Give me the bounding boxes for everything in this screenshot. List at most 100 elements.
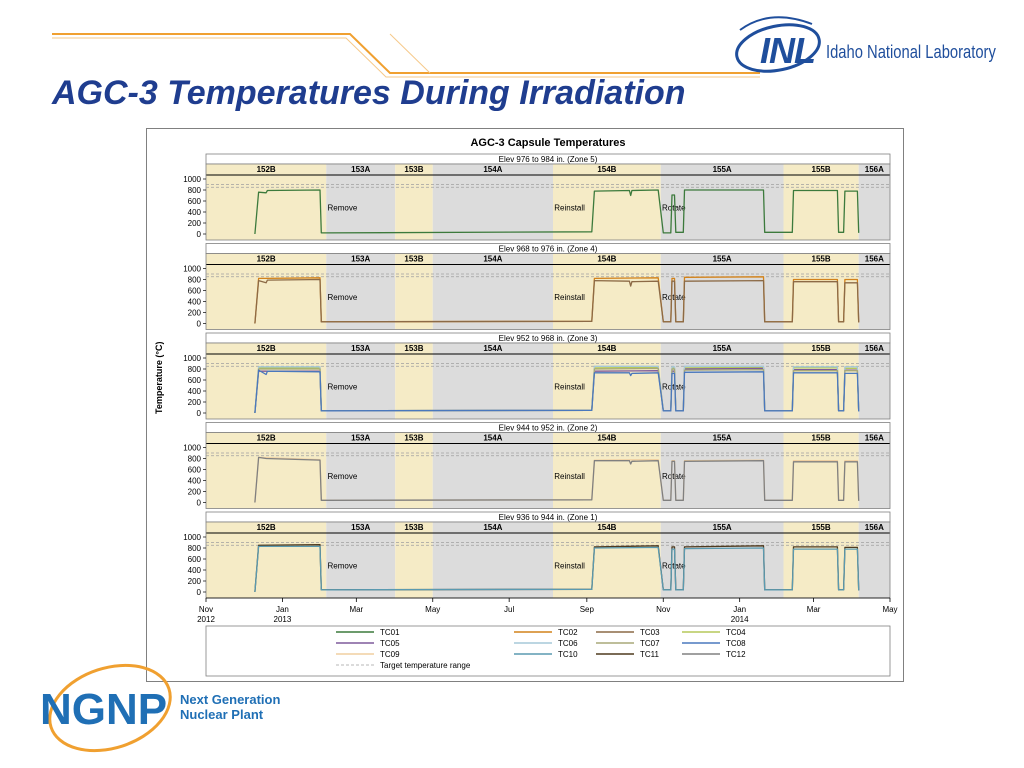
cycle-shade-156A <box>858 164 890 240</box>
annotation-rotate: Rotate <box>662 204 686 213</box>
cycle-shade-155B <box>783 343 859 419</box>
legend-label: TC05 <box>380 639 400 648</box>
x-tick-label: Nov <box>199 605 213 614</box>
cycle-shade-156A <box>858 522 890 598</box>
y-tick-label: 400 <box>188 298 202 307</box>
x-tick-label: Jul <box>504 605 514 614</box>
cycle-label-155A: 155A <box>713 344 732 353</box>
cycle-label-155A: 155A <box>713 255 732 264</box>
ngnp-logo-text: NGNP <box>40 685 167 734</box>
cycle-shade-154B <box>553 164 661 240</box>
ngnp-line-2: Nuclear Plant <box>180 707 264 722</box>
legend-label: TC04 <box>726 628 746 637</box>
series-line-tc12 <box>254 545 860 593</box>
legend-label: TC07 <box>640 639 660 648</box>
panel-zone-3: Elev 952 to 968 in. (Zone 3) 152B 153A 153B… <box>183 332 891 420</box>
annotation-reinstall: Reinstall <box>554 293 585 302</box>
cycle-label-156A: 156A <box>865 434 884 443</box>
cycle-label-154B: 154B <box>597 434 616 443</box>
annotation-remove: Remove <box>328 293 358 302</box>
legend-label: TC06 <box>558 639 578 648</box>
cycle-label-153A: 153A <box>351 523 370 532</box>
cycle-shade-153B <box>395 432 433 509</box>
chart-title: AGC-3 Capsule Temperatures <box>470 137 625 149</box>
annotation-rotate: Rotate <box>662 293 686 302</box>
y-tick-label: 600 <box>188 197 202 206</box>
x-tick-label-year: 2013 <box>274 615 292 624</box>
cycle-label-156A: 156A <box>865 344 884 353</box>
x-tick-label-year: 2012 <box>197 615 215 624</box>
annotation-reinstall: Reinstall <box>554 562 585 571</box>
x-tick-label: Mar <box>349 605 363 614</box>
legend-label: TC11 <box>640 650 660 659</box>
panel-title: Elev 952 to 968 in. (Zone 3) <box>499 334 598 343</box>
inl-wordmark: Idaho National Laboratory <box>826 42 996 62</box>
x-tick-label-year: 2014 <box>731 615 749 624</box>
cycle-label-155B: 155B <box>812 344 831 353</box>
y-tick-label: 400 <box>188 566 202 575</box>
cycle-label-152B: 152B <box>257 255 276 264</box>
cycle-shade-155B <box>783 432 859 509</box>
annotation-rotate: Rotate <box>662 562 686 571</box>
panel-zone-1: Elev 936 to 944 in. (Zone 1) 152B 153A 153B… <box>183 511 891 599</box>
y-tick-label: 800 <box>188 365 202 374</box>
y-tick-label: 0 <box>197 320 202 329</box>
y-tick-label: 600 <box>188 376 202 385</box>
annotation-reinstall: Reinstall <box>554 472 585 481</box>
cycle-shade-155B <box>783 253 859 330</box>
panel-zone-5: Elev 976 to 984 in. (Zone 5) 152B 153A 153B… <box>183 153 891 241</box>
cycle-label-155A: 155A <box>713 434 732 443</box>
cycle-label-152B: 152B <box>257 523 276 532</box>
y-tick-label: 800 <box>188 544 202 553</box>
inl-logo: INL <box>760 30 816 71</box>
cycle-shade-153A <box>326 432 396 509</box>
series-line-tc01 <box>254 189 860 235</box>
cycle-label-153B: 153B <box>404 344 423 353</box>
cycle-shade-155B <box>783 164 859 240</box>
cycle-shade-152B <box>206 253 327 330</box>
annotation-remove: Remove <box>328 562 358 571</box>
cycle-label-153B: 153B <box>404 165 423 174</box>
cycle-label-154B: 154B <box>597 523 616 532</box>
panel-plot-frame <box>205 432 891 509</box>
y-tick-label: 200 <box>188 488 202 497</box>
cycle-label-155A: 155A <box>713 165 732 174</box>
ngnp-subtitle: Next Generation Nuclear Plant <box>180 692 280 722</box>
panel-plot-frame <box>205 163 891 241</box>
legend-label: Target temperature range <box>380 661 471 670</box>
y-tick-label: 600 <box>188 287 202 296</box>
annotation-remove: Remove <box>328 383 358 392</box>
annotation-remove: Remove <box>328 472 358 481</box>
cycle-label-155A: 155A <box>713 523 732 532</box>
cycle-shade-153B <box>395 522 433 598</box>
y-tick-label: 200 <box>188 309 202 318</box>
cycle-shade-153B <box>395 253 433 330</box>
legend-label: TC02 <box>558 628 578 637</box>
y-tick-label: 200 <box>188 398 202 407</box>
x-tick-label: Mar <box>807 605 821 614</box>
annotation-rotate: Rotate <box>662 383 686 392</box>
cycle-shade-156A <box>858 253 890 330</box>
cycle-label-156A: 156A <box>865 255 884 264</box>
panel-zone-4: Elev 968 to 976 in. (Zone 4) 152B 153A 153B… <box>183 243 891 330</box>
cycle-shade-154B <box>553 522 661 598</box>
y-tick-label: 0 <box>197 230 202 239</box>
cycle-shade-153A <box>326 522 396 598</box>
cycle-label-152B: 152B <box>257 434 276 443</box>
cycle-label-153A: 153A <box>351 165 370 174</box>
y-tick-label: 600 <box>188 555 202 564</box>
x-tick-label: May <box>425 605 440 614</box>
cycle-shade-155A <box>660 164 784 240</box>
cycle-shade-152B <box>206 343 327 419</box>
y-tick-label: 400 <box>188 208 202 217</box>
panel-plot-frame <box>205 342 891 420</box>
y-tick-label: 800 <box>188 186 202 195</box>
cycle-shade-154B <box>553 343 661 419</box>
cycle-shade-154B <box>553 432 661 509</box>
cycle-shade-154A <box>432 522 554 598</box>
cycle-shade-155A <box>660 253 784 330</box>
ngnp-line-1: Next Generation <box>180 692 281 707</box>
y-tick-label: 400 <box>188 477 202 486</box>
